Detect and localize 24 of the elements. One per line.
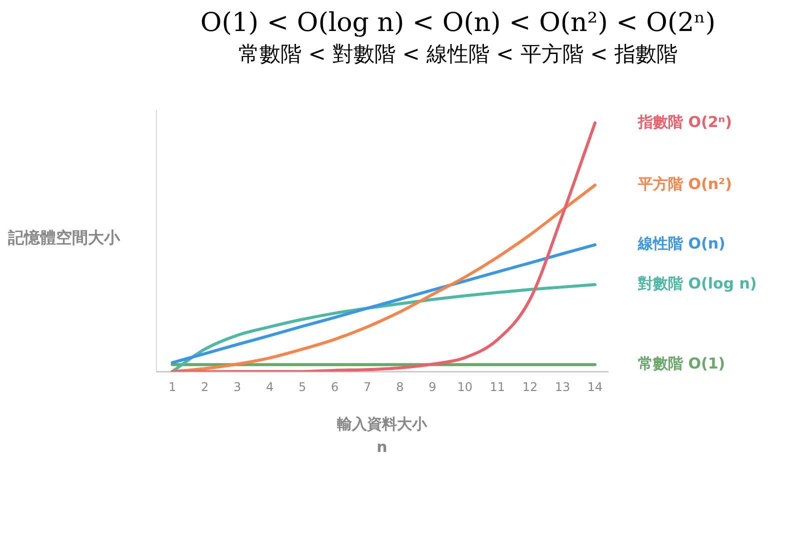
chart-subtitle: 常數階 < 對數階 < 線性階 < 平方階 < 指數階 bbox=[238, 41, 678, 68]
x-tick-label: 8 bbox=[396, 380, 404, 394]
x-tick-label: 6 bbox=[331, 380, 339, 394]
x-tick-label: 9 bbox=[428, 380, 436, 394]
x-tick-label: 3 bbox=[233, 380, 242, 394]
y-axis-title: 記憶體空間大小 bbox=[8, 228, 122, 248]
x-tick-label: 12 bbox=[522, 380, 538, 394]
x-tick-label: 4 bbox=[266, 380, 274, 394]
x-tick-label: 1 bbox=[168, 380, 176, 394]
x-axis-title: 輸入資料大小 bbox=[336, 414, 428, 433]
chart-title: O(1) < O(log n) < O(n) < O(n²) < O(2ⁿ) bbox=[199, 8, 717, 38]
x-tick-label: 11 bbox=[490, 380, 506, 394]
text: 線性階 O(n) bbox=[637, 234, 726, 253]
text: 平方階 O(n²) bbox=[637, 175, 732, 194]
x-tick-label: 13 bbox=[554, 380, 570, 394]
text: 常數階 O(1) bbox=[638, 354, 726, 373]
x-tick-label: 5 bbox=[298, 380, 306, 394]
x-tick-label: 7 bbox=[364, 380, 372, 394]
x-tick-label: 10 bbox=[457, 380, 473, 394]
text: 對數階 O(log n) bbox=[637, 274, 757, 292]
text: n bbox=[376, 438, 388, 456]
text: 指數階 O(2ⁿ) bbox=[637, 112, 732, 131]
x-tick-label: 14 bbox=[587, 380, 603, 394]
x-tick-label: 2 bbox=[200, 380, 209, 394]
